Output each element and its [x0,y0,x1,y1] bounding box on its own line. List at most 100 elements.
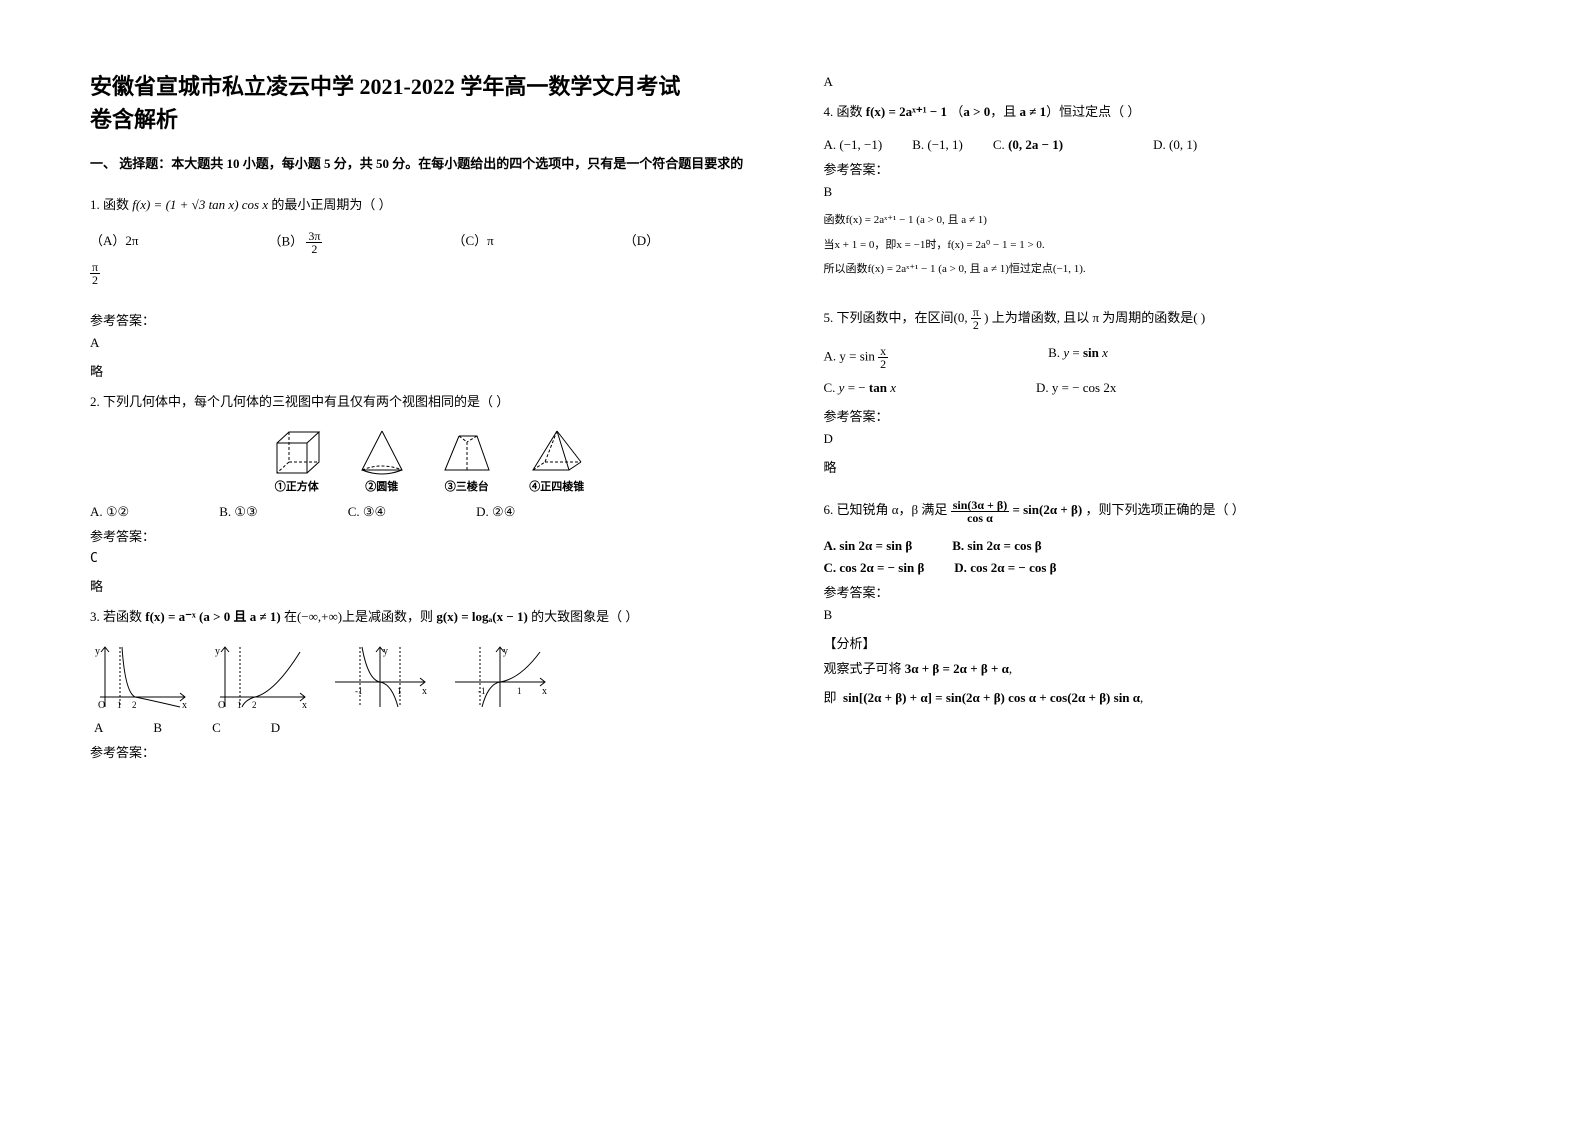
q4-opt-d: D. (0, 1) [1153,137,1197,153]
q5-frac: π 2 [971,306,981,331]
q5-answer: D [824,431,1498,447]
q5-options-row1: A. y = sin x 2 B. y = sin x [824,345,1498,370]
svg-text:y: y [215,646,220,657]
graph-c: y x -1 1 [330,642,430,712]
q6-options-row1: A. sin 2α = sin β B. sin 2α = cos β [824,538,1498,554]
svg-text:2: 2 [252,700,257,710]
svg-text:y: y [503,646,508,657]
q6-answer: B [824,607,1498,623]
svg-text:1: 1 [237,700,242,710]
question-5: 5. 下列函数中，在区间(0, π 2 ) 上为增函数, 且以 π 为周期的函数… [824,306,1498,332]
svg-text:-1: -1 [355,686,363,696]
q6-analysis-label: 【分析】 [824,633,1498,652]
q1-stem-prefix: 1. 函数 [90,197,129,212]
svg-text:y: y [383,646,388,657]
q6-opt-a: A. sin 2α = sin β [824,538,913,554]
q6-obs: 观察式子可将 3α + β = 2α + β + α, [824,658,1498,677]
q3-stem-suffix: 的大致图象是（ ） [531,609,638,624]
q2-shapes: ①正方体 ②圆锥 ③三棱台 [90,428,764,494]
svg-text:1: 1 [117,700,122,710]
graph-a: y x O 1 2 [90,642,190,712]
q1-d-frac-line: π 2 [90,261,764,286]
q6-lhs-frac: sin(3α + β) cos α [951,499,1010,524]
q4-opt-c: C. (0, 2a − 1) [993,137,1063,153]
question-4: 4. 函数 f(x) = 2aˣ⁺¹ − 1 （a > 0，且 a ≠ 1）恒过… [824,100,1498,123]
q1-opt-a: （A）2π [90,230,138,255]
q5-opt-b: B. y = sin x [1048,345,1108,370]
q1-opt-d: （D） [624,230,659,255]
q5-options-row2: C. y = − tan x D. y = − cos 2x [824,380,1498,396]
svg-text:x: x [302,700,307,711]
graph-b: y x O 1 2 [210,642,310,712]
q3-graphs: y x O 1 2 y x O 1 2 [90,642,764,712]
q4-opt-a: A. (−1, −1) [824,137,883,153]
q6-opt-c: C. cos 2α = − sin β [824,560,925,576]
q3-stem-mid: 在(−∞,+∞)上是减函数，则 [284,609,436,624]
q1-omit: 略 [90,361,764,380]
q6-opt-d: D. cos 2α = − cos β [954,560,1056,576]
q5-opt-c: C. y = − tan x [824,380,896,396]
svg-text:x: x [542,686,547,697]
svg-text:x: x [422,686,427,697]
doc-title: 安徽省宣城市私立凌云中学 2021-2022 学年高一数学文月考试 卷含解析 [90,70,764,136]
q3-answer: A [824,74,1498,90]
q2-opt-a: A. ①② [90,504,129,520]
q2-answer-label: 参考答案： [90,526,764,545]
question-1: 1. 函数 f(x) = (1 + √3 tan x) cos x 的最小正周期… [90,193,764,216]
q6-opt-b: B. sin 2α = cos β [952,538,1041,554]
svg-text:1: 1 [517,686,522,696]
q4-exp3: 所以函数f(x) = 2aˣ⁺¹ − 1 (a > 0, 且 a ≠ 1)恒过定… [824,261,1498,278]
q2-opt-c: C. ③④ [348,504,386,520]
q4-opt-b: B. (−1, 1) [912,137,963,153]
q3-f-formula: f(x) = a⁻ˣ (a > 0 且 a ≠ 1) [145,609,280,624]
q1-options-row1: （A）2π （B） 3π 2 （C）π （D） [90,230,764,255]
q6-rhs: = sin(2α + β) [1012,502,1082,517]
svg-text:2: 2 [132,700,137,710]
q1-formula: f(x) = (1 + √3 tan x) cos x [132,197,268,212]
q1-answer-label: 参考答案： [90,310,764,329]
q1-opt-b: （B） 3π 2 [268,230,322,255]
svg-text:-1: -1 [478,686,486,696]
q4-answer-label: 参考答案： [824,159,1498,178]
q1-d-frac: π 2 [90,261,100,286]
q4-exp1: 函数f(x) = 2aˣ⁺¹ − 1 (a > 0, 且 a ≠ 1) [824,212,1498,229]
q6-answer-label: 参考答案： [824,582,1498,601]
shape-frustum: ③三棱台 [437,428,497,494]
svg-text:O: O [218,700,225,711]
q5-stem-prefix: 5. 下列函数中，在区间(0, [824,310,971,325]
svg-text:x: x [182,700,187,711]
q5-opt-a: A. y = sin x 2 [824,345,889,370]
q4-stem-prefix: 4. 函数 [824,104,866,119]
title-line1: 安徽省宣城市私立凌云中学 2021-2022 学年高一数学文月考试 [90,74,680,99]
q4-exp2: 当x + 1 = 0，即x = −1时，f(x) = 2a⁰ − 1 = 1 >… [824,237,1498,254]
question-2: 2. 下列几何体中，每个几何体的三视图中有且仅有两个视图相同的是（ ） [90,390,764,413]
section-1-intro: 一、 选择题：本大题共 10 小题，每小题 5 分，共 50 分。在每小题给出的… [90,154,764,175]
question-3: 3. 若函数 f(x) = a⁻ˣ (a > 0 且 a ≠ 1) 在(−∞,+… [90,605,764,628]
q2-answer: C [90,551,764,566]
q1-stem-suffix: 的最小正周期为（ ） [271,197,391,212]
q6-stem-prefix: 6. 已知锐角 α，β 满足 [824,502,951,517]
q5-omit: 略 [824,457,1498,476]
q3-answer-label: 参考答案： [90,742,764,761]
q1-opt-c: （C）π [452,230,493,255]
title-line2: 卷含解析 [90,107,178,132]
svg-text:O: O [98,700,105,711]
q4-cond: （a > 0，且 a ≠ 1）恒过定点（ ） [950,104,1140,119]
q3-graph-labels: A B C D [94,720,764,736]
q4-formula: f(x) = 2aˣ⁺¹ − 1 [866,104,947,119]
shape-cone: ②圆锥 [357,428,407,494]
q3-g-formula: g(x) = logₐ(x − 1) [436,609,528,624]
svg-text:1: 1 [397,686,402,696]
q2-omit: 略 [90,576,764,595]
q6-options-row2: C. cos 2α = − sin β D. cos 2α = − cos β [824,560,1498,576]
shape-pyramid: ④正四棱锥 [527,428,587,494]
svg-text:y: y [95,646,100,657]
question-6: 6. 已知锐角 α，β 满足 sin(3α + β) cos α = sin(2… [824,498,1498,524]
q4-answer: B [824,184,1498,200]
q2-opt-d: D. ②④ [476,504,515,520]
q6-expand: 即 sin[(2α + β) + α] = sin(2α + β) cos α … [824,687,1498,706]
q5-stem-suffix: ) 上为增函数, 且以 π 为周期的函数是( ) [984,310,1205,325]
q2-opt-b: B. ①③ [219,504,257,520]
q4-options: A. (−1, −1) B. (−1, 1) C. (0, 2a − 1) D.… [824,137,1498,153]
left-column: 安徽省宣城市私立凌云中学 2021-2022 学年高一数学文月考试 卷含解析 一… [90,70,764,1082]
